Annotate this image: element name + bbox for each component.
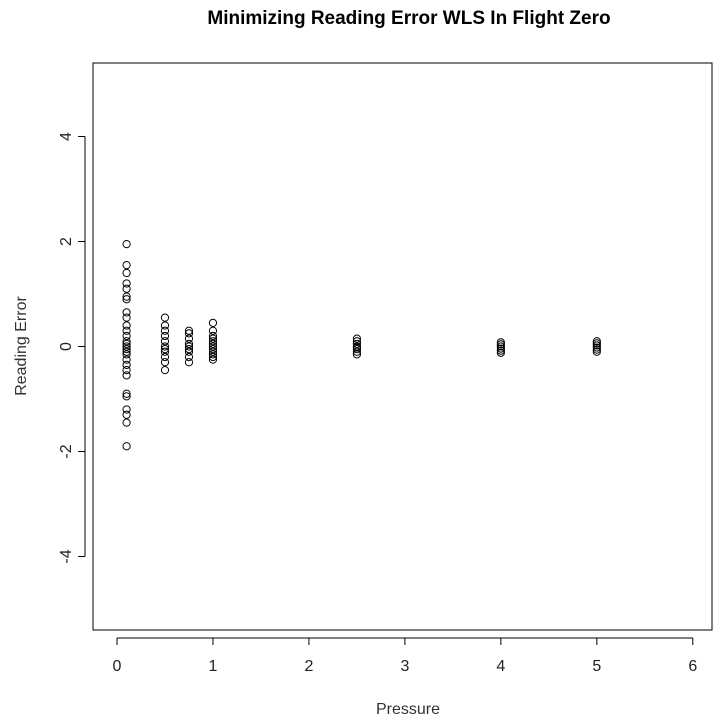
data-point xyxy=(122,350,131,359)
data-point xyxy=(208,334,218,343)
data-point xyxy=(122,405,131,414)
data-point xyxy=(352,347,362,356)
y-tick-label: 4 xyxy=(58,132,75,141)
x-tick-label: 3 xyxy=(400,658,409,675)
data-point xyxy=(122,321,131,330)
data-point xyxy=(208,350,218,359)
data-point xyxy=(122,292,131,301)
data-point xyxy=(496,338,505,347)
data-point xyxy=(160,331,170,341)
data-point xyxy=(352,337,362,346)
data-point xyxy=(122,268,131,278)
plot-frame xyxy=(92,62,713,631)
y-tick-label: 0 xyxy=(58,342,75,351)
x-tick-label: 2 xyxy=(304,658,313,675)
data-point xyxy=(160,345,170,354)
data-point xyxy=(122,261,131,270)
data-point xyxy=(208,331,218,341)
data-point xyxy=(208,355,218,364)
x-axis-label: Pressure xyxy=(376,701,440,718)
data-point xyxy=(160,347,170,356)
data-point xyxy=(184,339,194,348)
data-point xyxy=(208,347,218,356)
data-point xyxy=(122,331,131,341)
data-point xyxy=(496,340,505,349)
x-tick-label: 1 xyxy=(209,658,218,675)
data-point xyxy=(122,347,131,356)
x-tick-label: 5 xyxy=(592,658,601,675)
data-point xyxy=(160,321,170,330)
data-point xyxy=(184,329,194,338)
data-point xyxy=(122,313,131,322)
data-point xyxy=(122,371,131,380)
data-point xyxy=(208,345,218,354)
data-point xyxy=(352,334,362,343)
y-tick-label: 2 xyxy=(58,237,75,246)
x-tick-label: 6 xyxy=(688,658,697,675)
y-axis-label: Reading Error xyxy=(13,296,30,396)
data-point xyxy=(352,350,362,359)
chart-title: Minimizing Reading Error WLS In Flight Z… xyxy=(207,8,610,29)
data-point xyxy=(160,337,170,346)
data-point xyxy=(122,345,131,354)
data-point xyxy=(122,392,131,401)
data-point xyxy=(208,337,218,346)
data-point xyxy=(208,342,218,351)
data-point xyxy=(592,341,601,350)
data-point xyxy=(160,366,170,375)
y-tick-label: -4 xyxy=(58,549,75,563)
data-point xyxy=(184,358,194,367)
data-point xyxy=(592,339,601,348)
data-point xyxy=(184,347,194,356)
data-point xyxy=(352,345,362,354)
data-point xyxy=(184,334,194,343)
data-point xyxy=(496,348,505,357)
data-point xyxy=(122,342,131,351)
data-point xyxy=(352,339,362,348)
data-point xyxy=(122,366,131,375)
data-point xyxy=(496,342,505,351)
data-point xyxy=(122,326,131,335)
data-point xyxy=(122,410,131,419)
data-point xyxy=(208,352,218,362)
data-point xyxy=(592,343,601,352)
data-point xyxy=(122,279,131,288)
data-point xyxy=(184,342,194,351)
y-axis: -4 -2 0 2 4 xyxy=(58,132,86,564)
data-point xyxy=(160,352,170,362)
data-point xyxy=(160,358,170,367)
data-point xyxy=(496,346,505,355)
data-point xyxy=(208,318,218,327)
data-point xyxy=(122,284,131,293)
data-point xyxy=(122,308,131,317)
x-tick-label: 0 xyxy=(113,658,122,675)
data-point xyxy=(592,337,601,346)
data-point xyxy=(496,344,505,353)
data-point xyxy=(160,326,170,335)
data-point xyxy=(592,345,601,354)
x-axis: 0 1 2 3 4 5 6 xyxy=(113,637,697,675)
data-point xyxy=(208,339,218,348)
data-point xyxy=(122,442,131,451)
x-tick-label: 4 xyxy=(496,658,505,675)
data-point xyxy=(160,313,170,322)
data-point xyxy=(122,337,131,346)
y-tick-label: -2 xyxy=(58,444,75,458)
data-point xyxy=(184,326,194,335)
data-point xyxy=(184,345,194,354)
data-point xyxy=(122,339,131,348)
data-point xyxy=(122,389,131,398)
data-point xyxy=(122,295,131,304)
data-point xyxy=(122,418,131,427)
data-point xyxy=(160,342,170,351)
data-point xyxy=(592,347,601,356)
data-point xyxy=(122,360,131,369)
data-point xyxy=(122,240,131,249)
data-point xyxy=(184,352,194,362)
data-points xyxy=(122,240,601,451)
data-point xyxy=(122,355,131,364)
data-point xyxy=(208,326,218,335)
